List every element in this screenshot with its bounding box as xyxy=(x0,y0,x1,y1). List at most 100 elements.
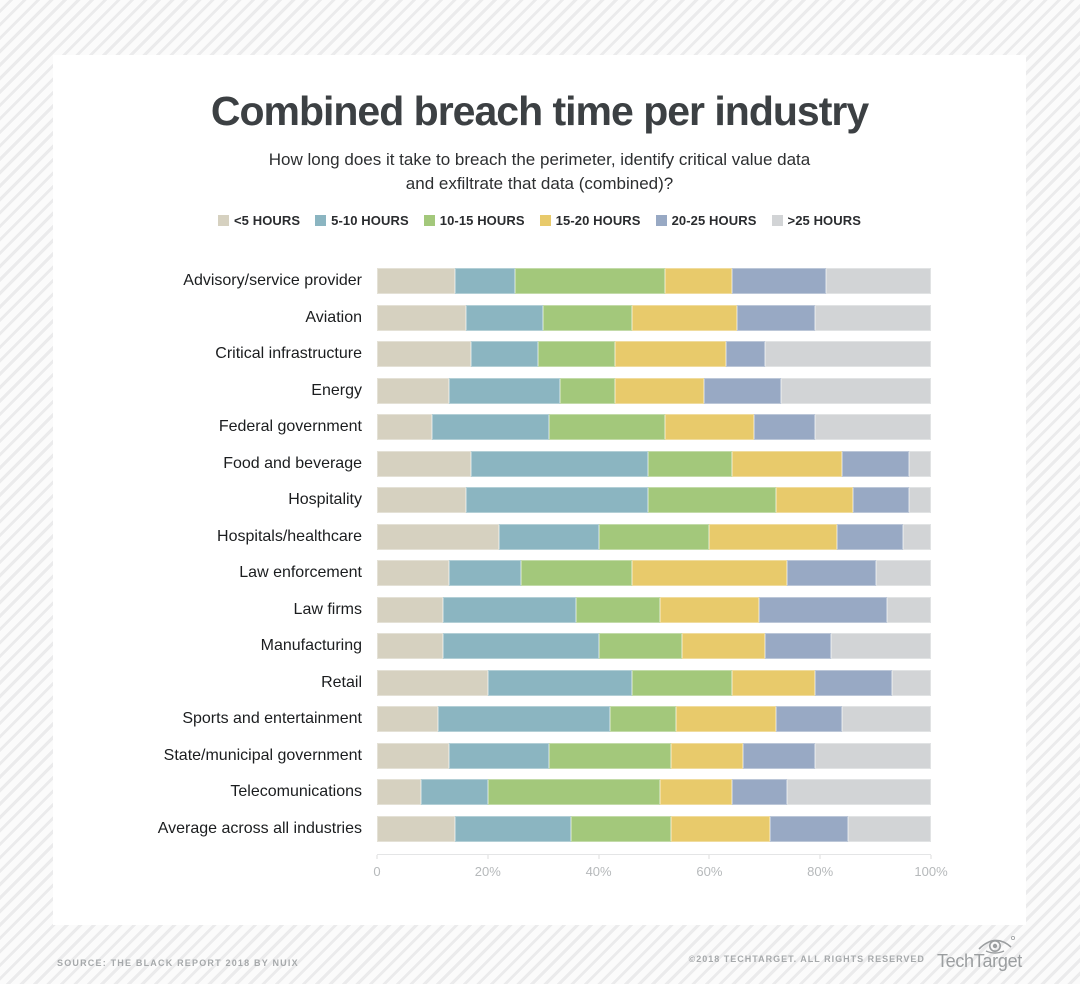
bar-segment xyxy=(521,560,632,586)
bar-row: Average across all industries xyxy=(53,815,931,842)
stacked-bar xyxy=(377,268,931,294)
bar-segment xyxy=(449,742,549,769)
eye-icon xyxy=(978,936,1016,954)
bar-segment xyxy=(737,304,815,331)
source-attribution: SOURCE: THE BLACK REPORT 2018 BY NUIX xyxy=(57,958,299,968)
bar-segment xyxy=(377,742,450,769)
legend-label: 5-10 HOURS xyxy=(331,213,409,228)
bar-segment xyxy=(676,706,776,732)
row-label: Sports and entertainment xyxy=(182,710,362,727)
legend-swatch xyxy=(217,215,229,226)
bar-row: Retail xyxy=(53,669,931,696)
bar-segment xyxy=(377,633,444,659)
bar-segment xyxy=(875,560,931,586)
bar-segment xyxy=(443,633,599,659)
stacked-bar xyxy=(377,706,931,732)
bar-row: Law firms xyxy=(53,596,931,623)
bar-row: Hospitals/healthcare xyxy=(53,523,931,550)
bar-segment xyxy=(559,377,616,404)
bar-segment xyxy=(471,450,649,477)
bar-segment xyxy=(731,268,826,294)
bar-segment xyxy=(631,560,787,586)
axis-tick xyxy=(708,854,710,859)
axis-tick xyxy=(598,854,600,859)
bar-segment xyxy=(903,523,931,550)
axis-tick xyxy=(930,854,932,859)
row-label: Telecomunications xyxy=(230,783,362,800)
bar-segment xyxy=(836,523,904,550)
bar-segment xyxy=(648,487,776,513)
bar-segment xyxy=(775,706,843,732)
bar-segment xyxy=(449,560,522,586)
stacked-bar xyxy=(377,815,931,842)
bar-segment xyxy=(548,414,666,440)
copyright-text: ©2018 TECHTARGET. ALL RIGHTS RESERVED xyxy=(688,954,925,964)
row-label: Advisory/service provider xyxy=(183,272,362,289)
row-label: Aviation xyxy=(305,308,362,326)
legend-swatch xyxy=(655,215,667,226)
bar-segment xyxy=(377,487,466,513)
bar-segment xyxy=(892,669,931,696)
stacked-bar xyxy=(377,450,931,477)
bar-segment xyxy=(377,596,444,623)
legend-item: 10-15 HOURS xyxy=(423,213,525,228)
bar-segment xyxy=(437,706,610,732)
bar-segment xyxy=(515,268,666,294)
stacked-bar xyxy=(377,304,931,331)
bar-segment xyxy=(377,377,450,404)
legend-swatch xyxy=(423,215,435,226)
row-label: Critical infrastructure xyxy=(215,345,362,362)
bar-segment xyxy=(443,596,577,623)
bar-segment xyxy=(631,304,738,331)
bar-segment xyxy=(764,633,832,659)
bar-segment xyxy=(731,779,787,805)
bar-segment xyxy=(703,377,782,404)
subtitle-line-1: How long does it take to breach the peri… xyxy=(268,150,811,170)
bar-segment xyxy=(537,341,616,367)
bar-row: Telecomunications xyxy=(53,779,931,805)
bar-segment xyxy=(753,414,815,440)
bar-segment xyxy=(432,414,549,440)
bar-segment xyxy=(377,779,422,805)
bar-segment xyxy=(842,706,931,732)
bar-segment xyxy=(377,304,466,331)
stacked-bar xyxy=(377,779,931,805)
axis-tick-label: 20% xyxy=(474,863,501,879)
row-label: Federal government xyxy=(218,418,362,435)
bar-segment xyxy=(725,341,765,367)
bar-segment xyxy=(853,487,909,513)
row-label: Hospitality xyxy=(288,491,362,508)
bar-segment xyxy=(908,487,931,513)
techtarget-logo: TechTarget xyxy=(937,936,1022,970)
stacked-bar xyxy=(377,560,931,586)
bar-segment xyxy=(487,779,660,805)
subtitle-line-2: and exfiltrate that data (combined)? xyxy=(405,173,674,193)
bar-row: Hospitality xyxy=(53,487,931,513)
bar-segment xyxy=(759,596,887,623)
bar-row: Advisory/service provider xyxy=(53,268,931,294)
page-subtitle: How long does it take to breach the peri… xyxy=(53,148,1026,195)
row-label: Average across all industries xyxy=(157,819,362,837)
bar-segment xyxy=(659,779,732,805)
bar-segment xyxy=(681,633,765,659)
row-label: Food and beverage xyxy=(223,454,362,472)
bar-segment xyxy=(377,706,438,732)
bar-segment xyxy=(377,815,455,842)
bar-segment xyxy=(814,742,931,769)
legend-swatch xyxy=(315,215,327,226)
bar-segment xyxy=(609,706,677,732)
chart-rows: Advisory/service provider Aviation Critica… xyxy=(53,268,931,842)
bar-segment xyxy=(670,815,771,842)
bar-row: Critical infrastructure xyxy=(53,341,931,367)
bar-segment xyxy=(598,633,682,659)
legend-label: 20-25 HOURS xyxy=(671,213,757,228)
bar-segment xyxy=(814,414,931,440)
bar-segment xyxy=(659,596,760,623)
axis-tick xyxy=(487,854,489,859)
bar-segment xyxy=(886,596,931,623)
legend-swatch xyxy=(771,215,783,226)
bar-segment xyxy=(764,341,931,367)
row-label: Retail xyxy=(321,673,362,691)
bar-segment xyxy=(786,779,931,805)
